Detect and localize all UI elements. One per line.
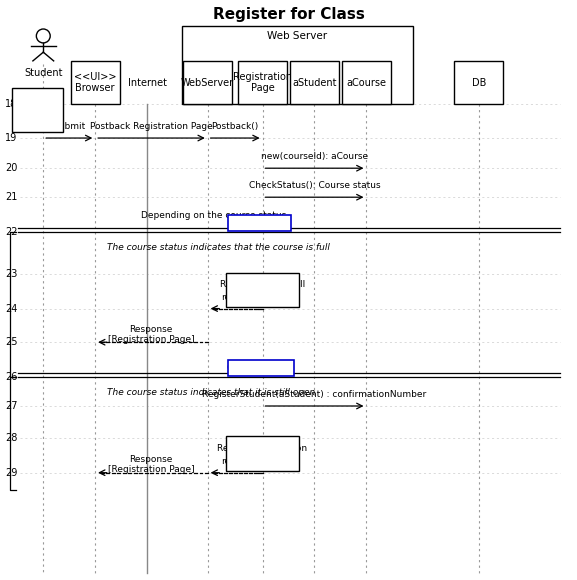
Text: 18: 18 <box>5 99 17 110</box>
Text: Postback(): Postback() <box>211 122 258 131</box>
Text: 24: 24 <box>5 303 17 314</box>
Text: Select
Desired
Course: Select Desired Course <box>20 95 55 125</box>
Text: return: return <box>221 292 249 302</box>
Text: Render Registration
Confirm Page: Render Registration Confirm Page <box>218 444 308 463</box>
Text: CheckStatus(): Course status: CheckStatus(): Course status <box>249 181 380 190</box>
Bar <box>12 88 63 132</box>
Text: The course status indicates that the course is full: The course status indicates that the cou… <box>107 242 329 252</box>
Text: 27: 27 <box>5 401 17 411</box>
Text: 25: 25 <box>5 337 17 347</box>
Text: 20: 20 <box>5 163 17 173</box>
Text: Response: Response <box>129 324 173 334</box>
Text: Postback Registration Page: Postback Registration Page <box>90 122 212 131</box>
Text: 29: 29 <box>5 467 17 478</box>
Text: new(courseId): aCourse: new(courseId): aCourse <box>261 152 368 161</box>
Text: [Registration Page]: [Registration Page] <box>108 465 194 474</box>
Text: Register for Class: Register for Class <box>212 7 365 22</box>
Bar <box>290 61 339 104</box>
Text: <<UI>>
Browser: <<UI>> Browser <box>74 72 117 93</box>
Bar <box>70 61 120 104</box>
Text: DB: DB <box>472 78 486 88</box>
Text: [Registration Page]: [Registration Page] <box>108 335 194 344</box>
Text: 23: 23 <box>5 269 17 279</box>
Text: The course status indicates that it is still open: The course status indicates that it is s… <box>107 388 315 397</box>
Bar <box>238 61 287 104</box>
Text: Registration
Page: Registration Page <box>233 72 292 93</box>
Text: RegisterStudent(aStudent) : confirmationNumber: RegisterStudent(aStudent) : confirmation… <box>203 390 426 399</box>
Text: Web Server: Web Server <box>267 31 327 41</box>
Text: Response: Response <box>129 455 173 464</box>
Text: Student: Student <box>24 68 62 78</box>
Text: Course Full: Course Full <box>231 218 288 229</box>
Text: Submit: Submit <box>53 122 85 131</box>
Text: return: return <box>221 456 249 466</box>
Bar <box>228 215 291 231</box>
Text: 28: 28 <box>5 433 17 443</box>
Bar <box>182 26 413 104</box>
Text: aStudent: aStudent <box>292 78 337 88</box>
Text: WebServer: WebServer <box>181 78 234 88</box>
Bar <box>342 61 391 104</box>
Bar <box>183 61 232 104</box>
Text: Course Open: Course Open <box>227 363 295 374</box>
Text: Depending on the course status: Depending on the course status <box>141 211 287 220</box>
Bar <box>455 61 503 104</box>
Bar <box>226 273 299 307</box>
Text: Internet: Internet <box>128 78 167 88</box>
Text: 22: 22 <box>5 227 17 237</box>
Text: aCourse: aCourse <box>346 78 387 88</box>
Text: 26: 26 <box>5 372 17 382</box>
Text: 19: 19 <box>5 133 17 143</box>
Text: 21: 21 <box>5 192 17 202</box>
Text: Render Course Full
Message: Render Course Full Message <box>220 280 305 300</box>
Bar <box>226 436 299 471</box>
Bar <box>228 360 294 376</box>
